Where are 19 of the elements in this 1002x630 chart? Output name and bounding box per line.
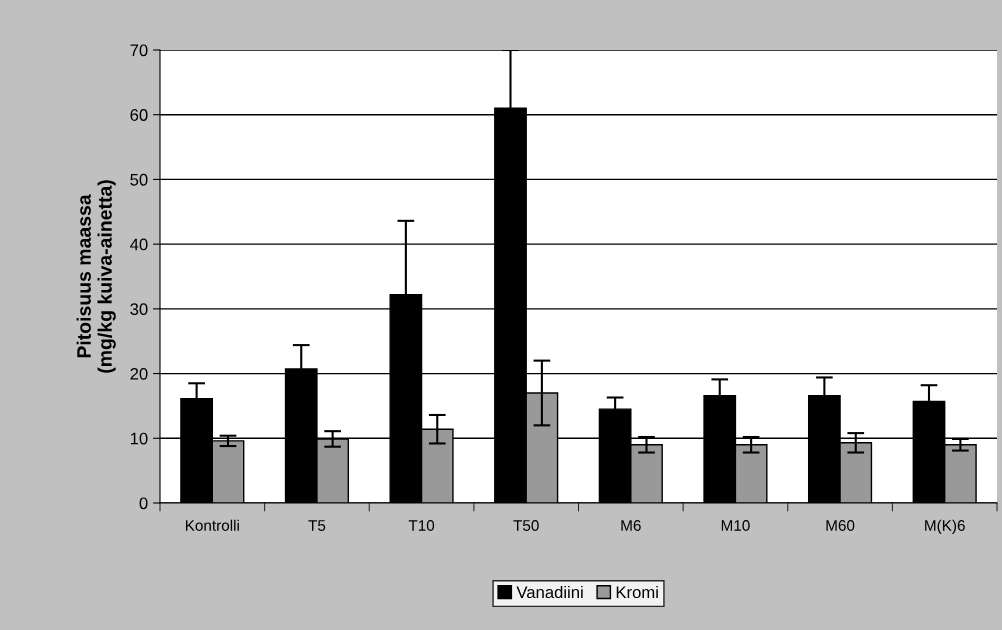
x-tick-label: T50	[513, 520, 539, 531]
legend-label: Vanadiini	[516, 585, 583, 599]
x-tick-label: Kontrolli	[185, 519, 239, 531]
x-tick-label: M(K)6	[925, 519, 965, 534]
y-tick-label: 50	[130, 173, 148, 186]
y-tick-label: 10	[130, 432, 148, 445]
y-axis-title: Pitoisuus maassa (mg/kg kuiva-ainetta)	[76, 180, 116, 373]
y-tick-label: 70	[130, 44, 148, 57]
x-tick-label: M6	[621, 520, 641, 531]
y-tick-label: 0	[139, 497, 148, 510]
y-tick-label: 30	[130, 303, 148, 316]
x-tick-label: M60	[826, 520, 855, 531]
y-tick-label: 40	[130, 238, 148, 251]
x-tick-label: M10	[721, 520, 750, 531]
y-tick-label: 60	[130, 109, 148, 121]
y-tick-label: 20	[130, 367, 148, 380]
x-tick-label: T5	[308, 520, 326, 531]
x-tick-label: T10	[408, 520, 435, 531]
legend-label: Kromi	[616, 585, 658, 599]
